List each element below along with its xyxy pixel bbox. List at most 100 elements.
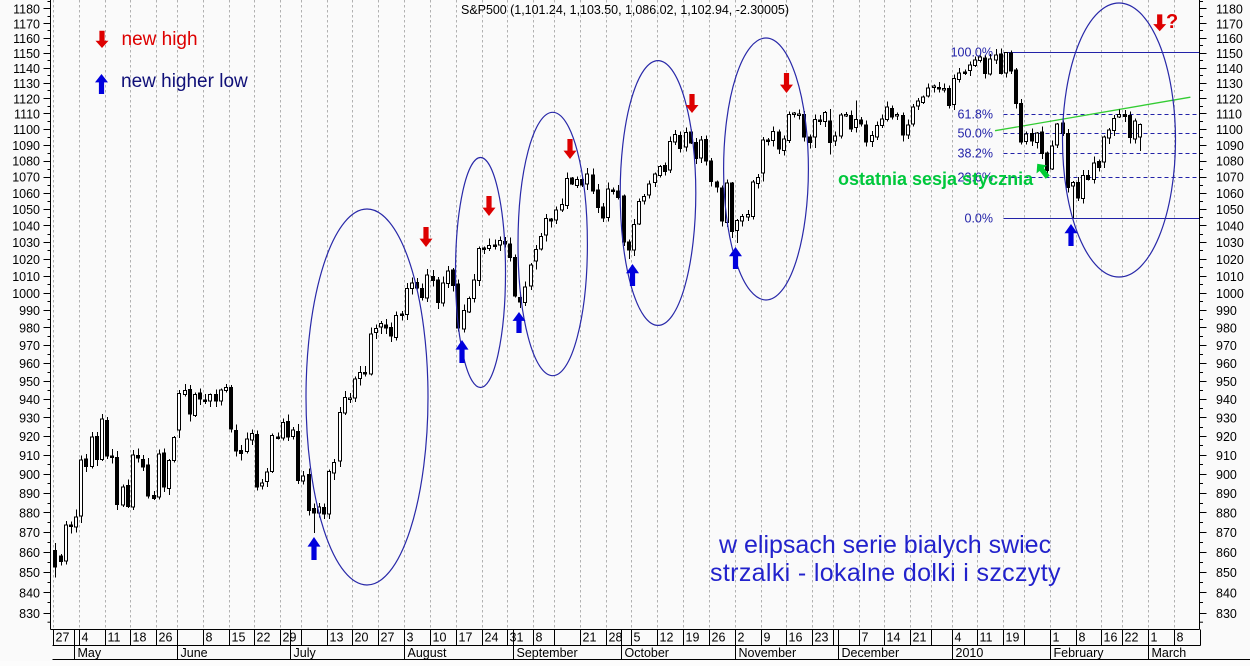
svg-text:1160: 1160: [1216, 32, 1243, 46]
svg-text:840: 840: [19, 586, 40, 600]
svg-text:4: 4: [82, 631, 89, 645]
svg-text:1030: 1030: [1216, 236, 1244, 250]
svg-text:1180: 1180: [1216, 3, 1243, 17]
svg-text:61.8%: 61.8%: [958, 108, 993, 122]
svg-text:920: 920: [19, 430, 40, 444]
svg-text:880: 880: [19, 506, 40, 520]
svg-text:5: 5: [634, 631, 641, 645]
svg-text:850: 850: [19, 566, 40, 580]
svg-text:22: 22: [257, 631, 271, 645]
svg-text:1080: 1080: [12, 155, 40, 169]
svg-text:980: 980: [1216, 322, 1237, 336]
svg-text:870: 870: [19, 526, 40, 540]
svg-text:4: 4: [955, 631, 962, 645]
svg-text:990: 990: [19, 304, 40, 318]
svg-text:strzalki - lokalne dolki i szc: strzalki - lokalne dolki i szczyty: [710, 559, 1061, 587]
svg-text:23: 23: [815, 631, 829, 645]
svg-text:1100: 1100: [13, 123, 40, 137]
svg-text:July: July: [294, 646, 317, 660]
svg-text:ostatnia sesja stycznia: ostatnia sesja stycznia: [838, 169, 1034, 189]
svg-text:890: 890: [19, 487, 40, 501]
svg-text:31: 31: [510, 631, 524, 645]
svg-text:17: 17: [459, 631, 473, 645]
svg-text:1: 1: [1053, 631, 1060, 645]
svg-text:1140: 1140: [1216, 62, 1243, 76]
svg-text:26: 26: [159, 631, 173, 645]
svg-text:1140: 1140: [13, 62, 40, 76]
svg-text:900: 900: [1216, 468, 1237, 482]
svg-text:900: 900: [19, 468, 40, 482]
svg-text:18: 18: [133, 631, 147, 645]
svg-text:1070: 1070: [12, 171, 40, 185]
svg-text:880: 880: [1216, 506, 1237, 520]
svg-text:940: 940: [19, 393, 40, 407]
svg-text:August: August: [408, 646, 447, 660]
svg-text:1020: 1020: [1216, 253, 1244, 267]
svg-text:November: November: [739, 646, 797, 660]
svg-text:860: 860: [1216, 546, 1237, 560]
svg-text:1120: 1120: [13, 92, 40, 106]
svg-text:2010: 2010: [956, 646, 984, 660]
svg-text:910: 910: [1216, 449, 1237, 463]
svg-text:22: 22: [1125, 631, 1139, 645]
svg-text:910: 910: [19, 449, 40, 463]
svg-text:29: 29: [283, 631, 297, 645]
svg-text:950: 950: [1216, 375, 1237, 389]
svg-text:0.0%: 0.0%: [965, 212, 994, 226]
svg-text:1120: 1120: [1216, 92, 1243, 106]
svg-text:1040: 1040: [1216, 220, 1244, 234]
svg-text:840: 840: [1216, 586, 1237, 600]
svg-text:1110: 1110: [1216, 108, 1242, 122]
svg-text:28: 28: [609, 631, 623, 645]
svg-text:920: 920: [1216, 430, 1237, 444]
svg-text:24: 24: [485, 631, 499, 645]
svg-text:10: 10: [433, 631, 447, 645]
svg-text:830: 830: [19, 607, 40, 621]
svg-text:12: 12: [660, 631, 674, 645]
svg-text:1170: 1170: [1216, 17, 1243, 31]
svg-text:930: 930: [1216, 412, 1237, 426]
svg-text:February: February: [1054, 646, 1105, 660]
svg-text:1040: 1040: [12, 220, 40, 234]
svg-text:1110: 1110: [14, 108, 40, 122]
svg-text:15: 15: [232, 631, 246, 645]
svg-text:1000: 1000: [1216, 287, 1244, 301]
svg-text:19: 19: [1006, 631, 1020, 645]
svg-text:870: 870: [1216, 526, 1237, 540]
svg-text:9: 9: [764, 631, 771, 645]
svg-text:940: 940: [1216, 393, 1237, 407]
svg-text:100.0%: 100.0%: [951, 46, 993, 60]
svg-text:8: 8: [1177, 631, 1184, 645]
svg-text:1000: 1000: [12, 287, 40, 301]
svg-text:1130: 1130: [13, 77, 40, 91]
svg-text:December: December: [842, 646, 900, 660]
svg-text:1020: 1020: [12, 253, 40, 267]
svg-text:September: September: [517, 646, 578, 660]
svg-text:13: 13: [330, 631, 344, 645]
svg-text:?: ?: [1166, 11, 1178, 33]
svg-text:860: 860: [19, 546, 40, 560]
svg-text:1180: 1180: [13, 3, 40, 17]
svg-text:new higher low: new higher low: [121, 71, 248, 92]
svg-text:11: 11: [108, 631, 121, 645]
svg-text:960: 960: [1216, 357, 1237, 371]
svg-text:1150: 1150: [1216, 47, 1243, 61]
svg-text:830: 830: [1216, 607, 1237, 621]
svg-text:1060: 1060: [1216, 187, 1244, 201]
svg-text:950: 950: [19, 375, 40, 389]
svg-text:1170: 1170: [13, 17, 40, 31]
svg-text:1090: 1090: [1216, 139, 1244, 153]
svg-text:1010: 1010: [1216, 270, 1244, 284]
svg-text:16: 16: [1104, 631, 1118, 645]
svg-text:970: 970: [1216, 339, 1237, 353]
svg-text:S&P500 (1,101.24, 1,103.50, 1,: S&P500 (1,101.24, 1,103.50, 1,086.02, 1,…: [461, 3, 789, 17]
svg-text:20: 20: [355, 631, 369, 645]
svg-text:1050: 1050: [12, 203, 40, 217]
svg-text:2: 2: [738, 631, 745, 645]
svg-text:1100: 1100: [1216, 123, 1243, 137]
svg-text:930: 930: [19, 412, 40, 426]
svg-text:27: 27: [56, 631, 70, 645]
svg-text:1: 1: [1151, 631, 1158, 645]
svg-text:19: 19: [686, 631, 700, 645]
svg-text:new high: new high: [122, 29, 198, 50]
